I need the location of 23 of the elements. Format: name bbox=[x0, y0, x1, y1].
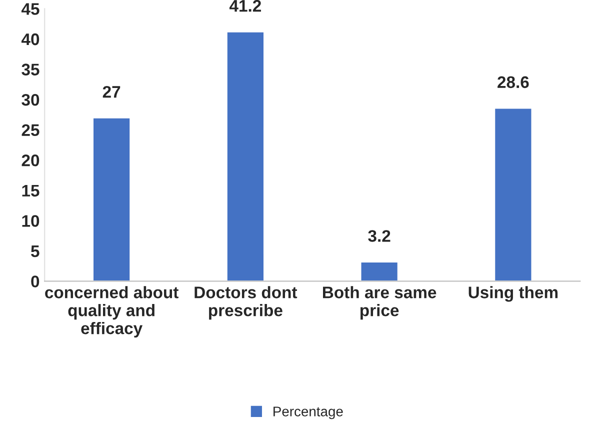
y-tick-label: 20 bbox=[22, 154, 40, 166]
y-tick-label: 5 bbox=[31, 246, 40, 258]
y-tick-label: 30 bbox=[22, 94, 40, 106]
data-label: 3.2 bbox=[368, 230, 390, 242]
bar bbox=[226, 31, 265, 282]
bar bbox=[360, 261, 399, 282]
bar bbox=[92, 117, 131, 282]
x-tick-label: Using them bbox=[468, 286, 558, 302]
data-label: 28.6 bbox=[498, 76, 529, 88]
data-label: 41.2 bbox=[229, 0, 261, 12]
y-tick-label: 35 bbox=[22, 64, 40, 76]
y-tick-label: 40 bbox=[21, 33, 40, 46]
bar bbox=[494, 107, 533, 282]
y-tick-label: 45 bbox=[21, 3, 40, 15]
x-tick-label: Doctors dont prescribe bbox=[194, 286, 298, 320]
x-tick-label: Both are same price bbox=[323, 286, 436, 320]
y-tick-label: 15 bbox=[22, 184, 40, 197]
x-tick-label: concerned about quality and efficacy bbox=[45, 286, 179, 338]
y-tick-label: 25 bbox=[22, 124, 40, 136]
legend-label: Percentage bbox=[274, 406, 343, 420]
data-label: 27 bbox=[102, 86, 120, 98]
y-tick-label: 10 bbox=[22, 215, 40, 227]
y-tick-label: 0 bbox=[31, 276, 40, 288]
